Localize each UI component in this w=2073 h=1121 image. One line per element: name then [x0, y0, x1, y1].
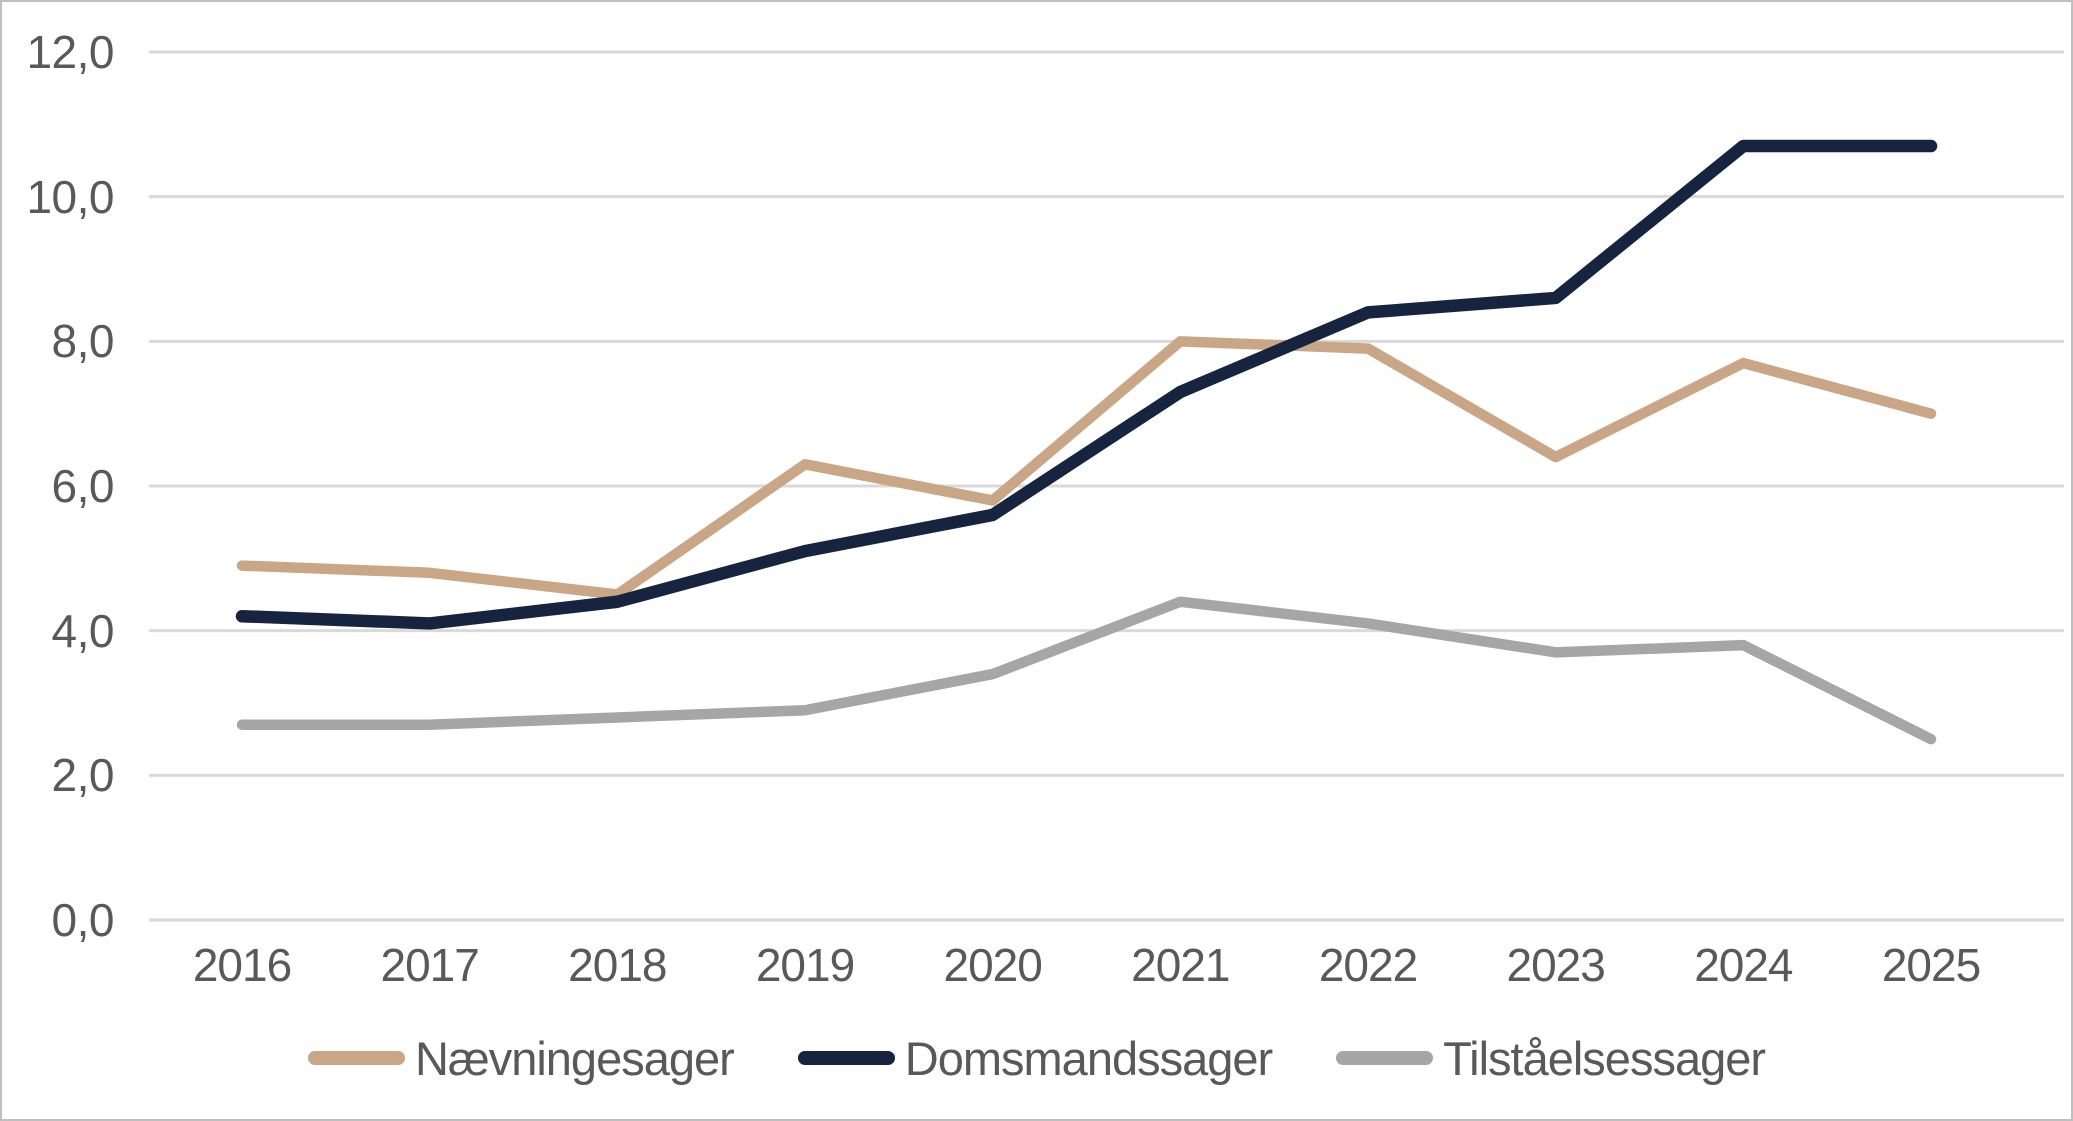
x-axis-tick-label-0: 2016 — [192, 939, 292, 991]
y-axis-tick-label-3: 6,0 — [51, 460, 115, 512]
legend-swatch-naevningesager — [307, 1051, 405, 1065]
legend-item-domsmandssager: Domsmandssager — [797, 1031, 1273, 1085]
series-line-domsmandssager — [235, 139, 1938, 630]
legend: Nævningesager Domsmandssager Tilståelsessa… — [2, 1030, 2071, 1086]
x-axis-tick-label-2: 2018 — [568, 939, 667, 991]
series-line-naevningesager — [236, 336, 1937, 600]
legend-swatch-domsmandssager — [797, 1051, 895, 1065]
series-line-tilstaaelsessager — [236, 596, 1937, 745]
x-axis-tick-label-1: 2017 — [380, 939, 479, 991]
x-axis-tick-label-3: 2019 — [755, 939, 855, 991]
x-axis-tick-label-6: 2022 — [1318, 939, 1418, 991]
x-axis-tick-label-8: 2024 — [1694, 939, 1793, 991]
legend-label-naevningesager: Nævningesager — [414, 1031, 735, 1085]
y-axis-tick-label-5: 2,0 — [51, 749, 115, 802]
legend-swatch-tilstaaelsessager — [1336, 1051, 1434, 1065]
legend-item-naevningesager: Nævningesager — [307, 1031, 735, 1085]
x-axis-tick-label-5: 2021 — [1131, 939, 1230, 991]
y-axis-tick-label-6: 0,0 — [51, 894, 115, 946]
y-axis-tick-label-4: 4,0 — [51, 604, 115, 657]
legend-item-tilstaaelsessager: Tilståelsessager — [1336, 1031, 1766, 1085]
legend-label-domsmandssager: Domsmandssager — [904, 1031, 1273, 1085]
y-axis-tick-label-1: 10,0 — [26, 170, 114, 223]
x-axis-tick-label-4: 2020 — [943, 939, 1043, 991]
legend-label-tilstaaelsessager: Tilståelsessager — [1443, 1031, 1766, 1085]
y-axis-tick-label-2: 8,0 — [51, 315, 115, 368]
x-axis-tick-label-7: 2023 — [1506, 939, 1606, 991]
x-axis-tick-label-9: 2025 — [1881, 939, 1981, 991]
y-axis-tick-label-0: 12,0 — [26, 26, 114, 78]
